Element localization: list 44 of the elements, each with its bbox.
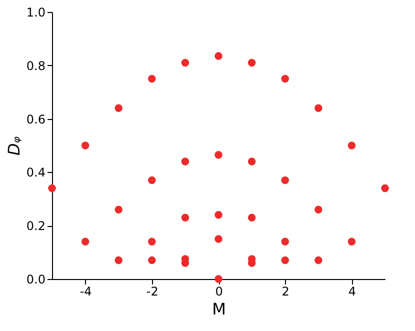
- point: [281, 74, 289, 83]
- point: [114, 104, 122, 112]
- y-tick-label: 0.2: [26, 219, 46, 234]
- point: [214, 52, 222, 60]
- y-tick-label: 0.8: [26, 58, 46, 73]
- point: [281, 238, 289, 246]
- point: [314, 256, 322, 264]
- point: [381, 184, 389, 192]
- point: [248, 158, 256, 166]
- point: [181, 214, 190, 222]
- point: [214, 211, 222, 219]
- point: [148, 238, 156, 246]
- point: [148, 256, 156, 264]
- point: [248, 58, 256, 67]
- y-tick-label: 0.4: [26, 166, 46, 180]
- point: [148, 176, 156, 184]
- point: [48, 184, 56, 192]
- y-axis-title: Dᵩ: [4, 136, 24, 156]
- x-tick-label: 4: [348, 284, 356, 298]
- point: [314, 206, 322, 214]
- point: [281, 176, 289, 184]
- point: [114, 206, 122, 214]
- y-tick-label: 1.0: [26, 6, 46, 20]
- x-tick-label: -4: [80, 284, 92, 298]
- y-tick-label: 0.0: [26, 272, 46, 286]
- point: [248, 214, 256, 222]
- point: [314, 104, 322, 112]
- point: [81, 238, 90, 246]
- point: [214, 235, 222, 243]
- y-tick-label: 0.6: [26, 112, 46, 126]
- x-axis-title: M: [212, 300, 226, 318]
- x-tick-label: 2: [282, 284, 290, 298]
- point: [281, 256, 289, 264]
- point: [114, 256, 122, 264]
- point: [348, 238, 356, 246]
- point: [214, 275, 222, 283]
- point: [81, 142, 90, 150]
- x-tick-label: -2: [146, 284, 158, 298]
- point: [148, 74, 156, 83]
- x-tick-label: 0: [215, 284, 223, 298]
- point: [181, 58, 190, 67]
- point: [348, 142, 356, 150]
- point: [181, 158, 190, 166]
- point: [214, 150, 222, 159]
